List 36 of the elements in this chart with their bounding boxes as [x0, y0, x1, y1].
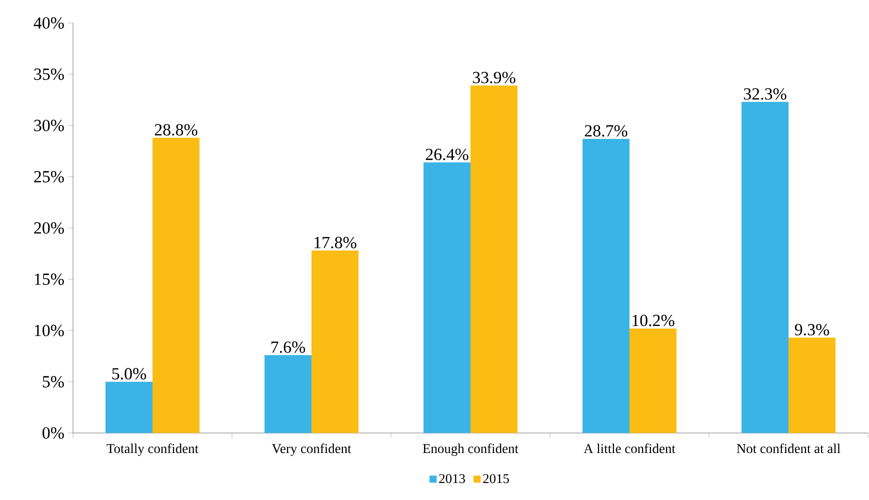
bar [788, 338, 836, 433]
y-tick-label: 20% [34, 222, 64, 234]
data-label: 28.7% [584, 125, 628, 137]
y-tick-label: 10% [34, 324, 64, 336]
x-tick-label: A little confident [584, 444, 676, 454]
data-label: 17.8% [314, 236, 356, 248]
bar [424, 162, 471, 433]
data-label: 7.6% [271, 341, 306, 353]
x-tick-label: Totally confident [106, 444, 198, 456]
bar [470, 86, 518, 433]
data-label: 32.3% [744, 88, 786, 100]
y-tick-label: 40% [34, 17, 64, 29]
x-tick-label: Very confident [272, 444, 352, 456]
data-label: 26.4% [426, 148, 468, 160]
y-tick-label: 15% [34, 274, 64, 285]
bar [264, 355, 312, 433]
data-label: 5.0% [112, 368, 146, 380]
y-tick-label: 30% [34, 120, 64, 132]
bar [152, 138, 200, 433]
x-tick-label: Enough confident [422, 444, 518, 456]
y-tick-label: 25% [34, 171, 64, 182]
legend-label: 2013 [439, 474, 465, 484]
legend-label: 2015 [483, 474, 509, 484]
bar [630, 328, 677, 433]
data-label: 10.2% [632, 314, 674, 326]
data-label: 9.3% [794, 324, 830, 336]
y-tick-label: 35% [34, 68, 64, 80]
data-label: 28.8% [154, 124, 198, 136]
bar [742, 102, 789, 433]
y-tick-label: 0% [42, 427, 64, 439]
bar [582, 138, 630, 433]
x-tick-label: Not confident at all [736, 444, 840, 454]
bar [106, 382, 153, 433]
bar [312, 250, 359, 433]
data-label: 33.9% [472, 72, 516, 84]
y-tick-label: 5% [42, 376, 64, 388]
